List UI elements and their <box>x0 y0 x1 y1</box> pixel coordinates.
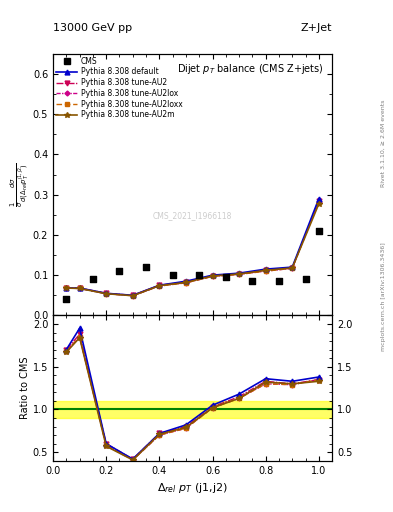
Point <box>63 295 70 304</box>
Text: Z+Jet: Z+Jet <box>301 23 332 33</box>
Point <box>116 267 123 275</box>
Bar <box>53 401 332 418</box>
Point <box>223 273 229 281</box>
Text: Rivet 3.1.10, ≥ 2.6M events: Rivet 3.1.10, ≥ 2.6M events <box>381 100 386 187</box>
Point <box>90 275 96 283</box>
Point <box>276 277 282 285</box>
Point <box>143 263 149 271</box>
Point <box>196 271 202 279</box>
Point <box>169 271 176 279</box>
Point <box>316 227 322 235</box>
Point <box>249 277 255 285</box>
Text: 13000 GeV pp: 13000 GeV pp <box>53 23 132 33</box>
Text: CMS_2021_I1966118: CMS_2021_I1966118 <box>153 211 232 221</box>
Legend: CMS, Pythia 8.308 default, Pythia 8.308 tune-AU2, Pythia 8.308 tune-AU2lox, Pyth: CMS, Pythia 8.308 default, Pythia 8.308 … <box>55 56 183 120</box>
Point <box>302 275 309 283</box>
Y-axis label: $\frac{1}{\sigma}\frac{d\sigma}{d(\Delta_{rel} p_T^{j1,j2})}$: $\frac{1}{\sigma}\frac{d\sigma}{d(\Delta… <box>9 162 31 207</box>
Y-axis label: Ratio to CMS: Ratio to CMS <box>20 357 30 419</box>
X-axis label: $\Delta_{rel}$ $p_T$ (j1,j2): $\Delta_{rel}$ $p_T$ (j1,j2) <box>157 481 228 495</box>
Text: Dijet $p_T$ balance (CMS Z+jets): Dijet $p_T$ balance (CMS Z+jets) <box>177 61 324 76</box>
Text: mcplots.cern.ch [arXiv:1306.3436]: mcplots.cern.ch [arXiv:1306.3436] <box>381 243 386 351</box>
